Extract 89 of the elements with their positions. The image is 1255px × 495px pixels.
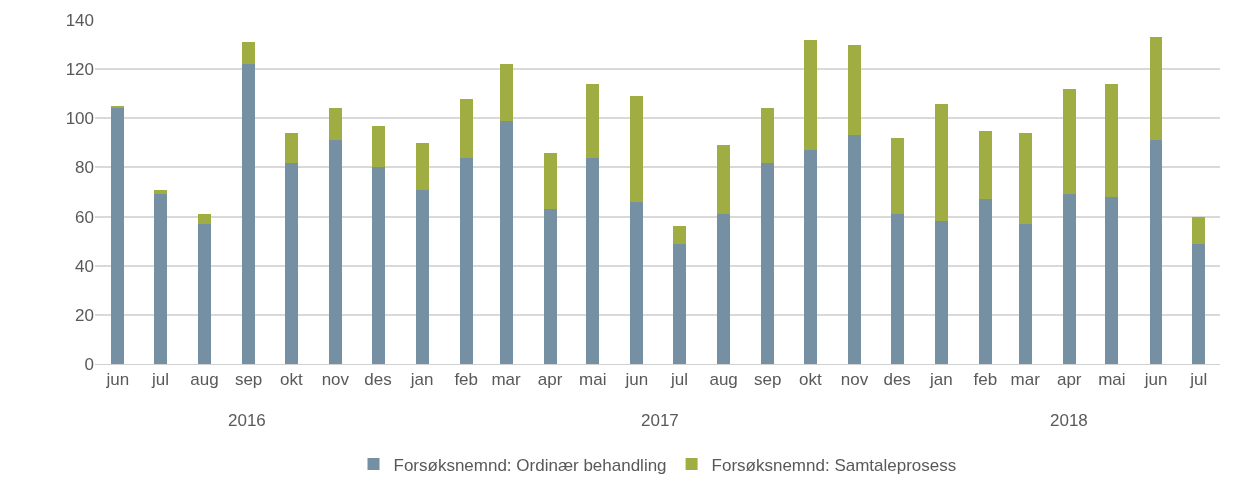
x-tick-label: mar xyxy=(1010,370,1041,390)
x-tick-label: okt xyxy=(279,370,303,390)
bar xyxy=(371,125,385,168)
bar xyxy=(1105,83,1119,197)
x-tick-label: sep xyxy=(754,370,782,390)
bar xyxy=(328,108,342,141)
x-tick-label: jul xyxy=(150,370,169,390)
x-tick-label: jul xyxy=(670,370,689,390)
bar xyxy=(890,214,904,364)
bar xyxy=(198,214,211,224)
x-tick-label: mar xyxy=(491,370,522,390)
bar xyxy=(198,223,211,364)
bar xyxy=(415,189,429,364)
x-tick-label: feb xyxy=(454,370,479,390)
x-tick-label: nov xyxy=(840,370,869,390)
bar xyxy=(543,152,557,210)
bar xyxy=(284,133,298,163)
x-tick-label: aug xyxy=(190,370,219,390)
x-tick-label: jan xyxy=(409,370,434,390)
bar xyxy=(978,130,992,200)
bar xyxy=(1149,140,1163,364)
legend-label: Forsøksnemnd: Samtaleprosess xyxy=(711,455,957,475)
x-tick-label: okt xyxy=(799,370,822,390)
x-tick-label: nov xyxy=(321,370,350,390)
bar xyxy=(890,137,904,215)
bar xyxy=(978,199,992,364)
bar xyxy=(717,214,731,364)
bar xyxy=(848,44,861,136)
bar xyxy=(630,96,644,202)
bar xyxy=(1018,223,1032,364)
bar xyxy=(328,140,342,364)
x-tick-label: jun xyxy=(105,370,130,390)
y-tick-label: 20 xyxy=(75,305,94,325)
y-tick-label: 60 xyxy=(75,207,94,227)
bar xyxy=(934,221,948,364)
y-tick-label: 140 xyxy=(65,10,94,30)
bar xyxy=(803,39,817,151)
y-tick-label: 0 xyxy=(84,354,94,374)
bar xyxy=(586,157,600,364)
x-tick-label: jul xyxy=(1189,370,1208,390)
bar xyxy=(415,142,429,190)
x-tick-label: des xyxy=(364,370,392,390)
x-tick-label: sep xyxy=(234,370,263,390)
bar xyxy=(543,209,557,364)
text: 2018 xyxy=(1050,411,1088,430)
x-tick-label: mai xyxy=(579,370,607,390)
bar xyxy=(1062,88,1076,195)
bar xyxy=(761,108,775,163)
bar xyxy=(1062,194,1076,364)
bar xyxy=(242,42,256,65)
bar xyxy=(1105,196,1119,364)
bar xyxy=(111,108,125,364)
bar xyxy=(499,64,513,121)
y-tick-label: 80 xyxy=(75,158,94,178)
bar xyxy=(630,201,644,364)
bar xyxy=(761,162,775,364)
text: 2017 xyxy=(641,411,679,430)
bar xyxy=(1192,216,1206,244)
bar xyxy=(803,150,817,364)
bar xyxy=(673,243,687,364)
bar xyxy=(1192,243,1206,364)
bar xyxy=(459,98,473,158)
x-tick-label: mai xyxy=(1098,370,1126,390)
legend-label: Forsøksnemnd: Ordinær behandling xyxy=(393,455,667,475)
bar xyxy=(371,167,385,364)
bar xyxy=(242,64,256,364)
y-tick-label: 100 xyxy=(65,109,94,129)
bar xyxy=(499,120,513,364)
x-tick-label: des xyxy=(883,370,911,390)
y-tick-label: 120 xyxy=(65,60,94,80)
bar xyxy=(1018,133,1032,224)
x-tick-label: jan xyxy=(928,370,953,390)
x-tick-label: apr xyxy=(537,370,563,390)
x-tick-label: feb xyxy=(973,370,998,390)
x-tick-label: apr xyxy=(1056,370,1082,390)
bar xyxy=(673,226,687,244)
x-tick-label: jun xyxy=(624,370,649,390)
x-tick-label: aug xyxy=(709,370,738,390)
text: 2016 xyxy=(228,411,266,430)
bar xyxy=(153,194,167,364)
bar xyxy=(459,157,473,364)
bar xyxy=(717,145,731,215)
y-tick-label: 40 xyxy=(75,256,94,276)
bar xyxy=(848,135,861,364)
bar xyxy=(284,162,298,364)
bar xyxy=(586,83,600,158)
bar xyxy=(1149,37,1163,141)
bar xyxy=(934,103,948,222)
x-tick-label: jun xyxy=(1143,370,1168,390)
